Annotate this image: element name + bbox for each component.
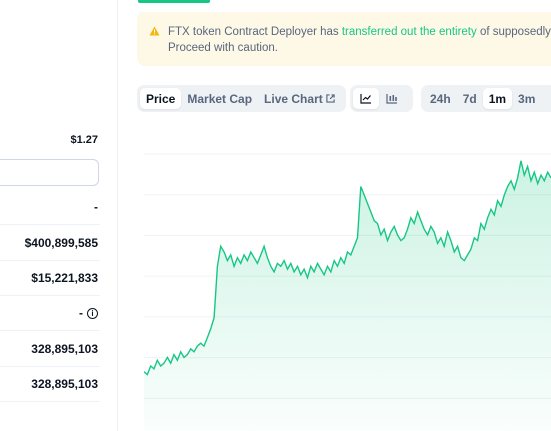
price-chart[interactable] (144, 118, 551, 431)
stat-row: - i (0, 296, 100, 331)
range-7d[interactable]: 7d (457, 88, 483, 109)
tab-price[interactable]: Price (140, 88, 182, 109)
chart-data-tabs: Price Market Cap Live Chart (137, 85, 346, 112)
tab-price-label: Price (146, 91, 176, 106)
range-3m[interactable]: 3m (512, 88, 541, 109)
stat-value: 328,895,103 (31, 377, 98, 391)
range-1m-label: 1m (488, 91, 507, 106)
info-icon[interactable]: i (87, 307, 98, 319)
warning-icon (149, 26, 160, 36)
candlestick-icon (386, 94, 397, 104)
tab-market-cap[interactable]: Market Cap (181, 88, 258, 109)
range-24h[interactable]: 24h (424, 88, 457, 109)
line-chart-button[interactable] (353, 88, 379, 109)
stat-row: - (0, 190, 100, 225)
stat-row: 328,895,103 (0, 332, 100, 367)
tab-live-chart-label: Live Chart (264, 91, 323, 106)
warning-link[interactable]: transferred out the entirety (341, 26, 477, 38)
stat-row: $15,221,833 (0, 261, 100, 296)
stat-value: - (94, 200, 98, 214)
stat-value: - (79, 306, 83, 320)
price-value: $1.27 (70, 134, 98, 146)
converter-input[interactable] (0, 159, 99, 186)
candlestick-button[interactable] (379, 88, 405, 109)
stats-panel: $1.27 - $400,899,585 $15,221,833 - i 328… (0, 0, 118, 431)
warning-banner: FTX token Contract Deployer has transfer… (137, 12, 551, 66)
warning-text: FTX token Contract Deployer has transfer… (149, 24, 551, 40)
active-tab-indicator (138, 0, 210, 3)
stat-row: $400,899,585 (0, 226, 100, 261)
stat-row: 328,895,103 (0, 367, 100, 402)
tab-market-cap-label: Market Cap (187, 91, 253, 106)
price-area (144, 160, 551, 431)
time-range-tabs: 24h 7d 1m 3m (421, 85, 551, 112)
tab-live-chart[interactable]: Live Chart (258, 88, 341, 109)
range-24h-label: 24h (430, 91, 451, 106)
warning-caution: Proceed with caution. (168, 42, 278, 54)
stat-value: $400,899,585 (24, 236, 98, 250)
stat-value: $15,221,833 (31, 271, 98, 285)
stat-value: 328,895,103 (31, 342, 98, 356)
chart-type-toggle (350, 85, 413, 112)
external-link-icon (326, 94, 335, 103)
line-chart-icon (360, 94, 371, 104)
range-3m-label: 3m (518, 91, 536, 106)
price-line (144, 160, 551, 376)
warning-suffix: of supposedly l (476, 26, 551, 38)
range-1m[interactable]: 1m (482, 88, 513, 109)
warning-prefix: FTX token Contract Deployer has (168, 26, 342, 38)
range-7d-label: 7d (462, 91, 477, 106)
